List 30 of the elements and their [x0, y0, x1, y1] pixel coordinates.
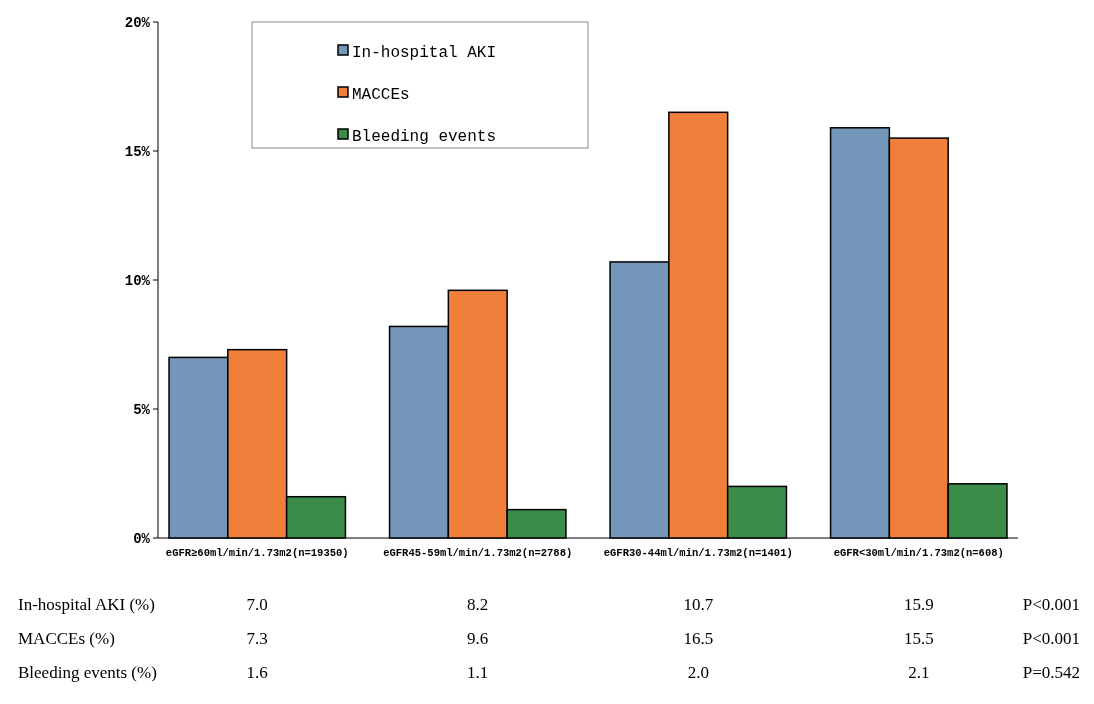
text: MACCEs (%): [18, 628, 115, 648]
data-label: 16.5: [683, 628, 714, 648]
data-label: 15.5: [903, 628, 934, 648]
data-label: 7.3: [246, 628, 268, 648]
legend-label: Bleeding events: [352, 127, 497, 146]
data-label: 2.0: [687, 662, 709, 682]
y-tick-label: 10%: [124, 272, 151, 289]
x-tick-label: eGFR<30ml/min/1.73m2(n=608): [833, 547, 1004, 559]
legend-label: MACCEs: [352, 85, 410, 104]
y-tick-label: 0%: [133, 530, 151, 547]
y-tick-label: 15%: [124, 143, 151, 160]
data-label: 9.6: [467, 628, 489, 648]
data-label: 10.7: [683, 594, 714, 614]
text: P<0.001: [1022, 594, 1080, 614]
data-label: 1.6: [246, 662, 268, 682]
text: P<0.001: [1022, 628, 1080, 648]
text: Bleeding events (%): [18, 662, 157, 682]
y-tick-label: 5%: [133, 401, 151, 418]
data-label: 2.1: [908, 662, 930, 682]
text: P=0.542: [1022, 662, 1080, 682]
x-tick-label: eGFR45-59ml/min/1.73m2(n=2788): [383, 547, 573, 559]
data-label: 7.0: [246, 594, 268, 614]
x-tick-label: eGFR≥60ml/min/1.73m2(n=19350): [165, 547, 349, 559]
data-label: 15.9: [903, 594, 934, 614]
text: In-hospital AKI (%): [18, 594, 155, 614]
data-label: 1.1: [467, 662, 489, 682]
data-label: 8.2: [467, 594, 489, 614]
legend-label: In-hospital AKI: [352, 43, 497, 62]
y-tick-label: 20%: [124, 14, 151, 31]
x-tick-label: eGFR30-44ml/min/1.73m2(n=1401): [603, 547, 793, 559]
